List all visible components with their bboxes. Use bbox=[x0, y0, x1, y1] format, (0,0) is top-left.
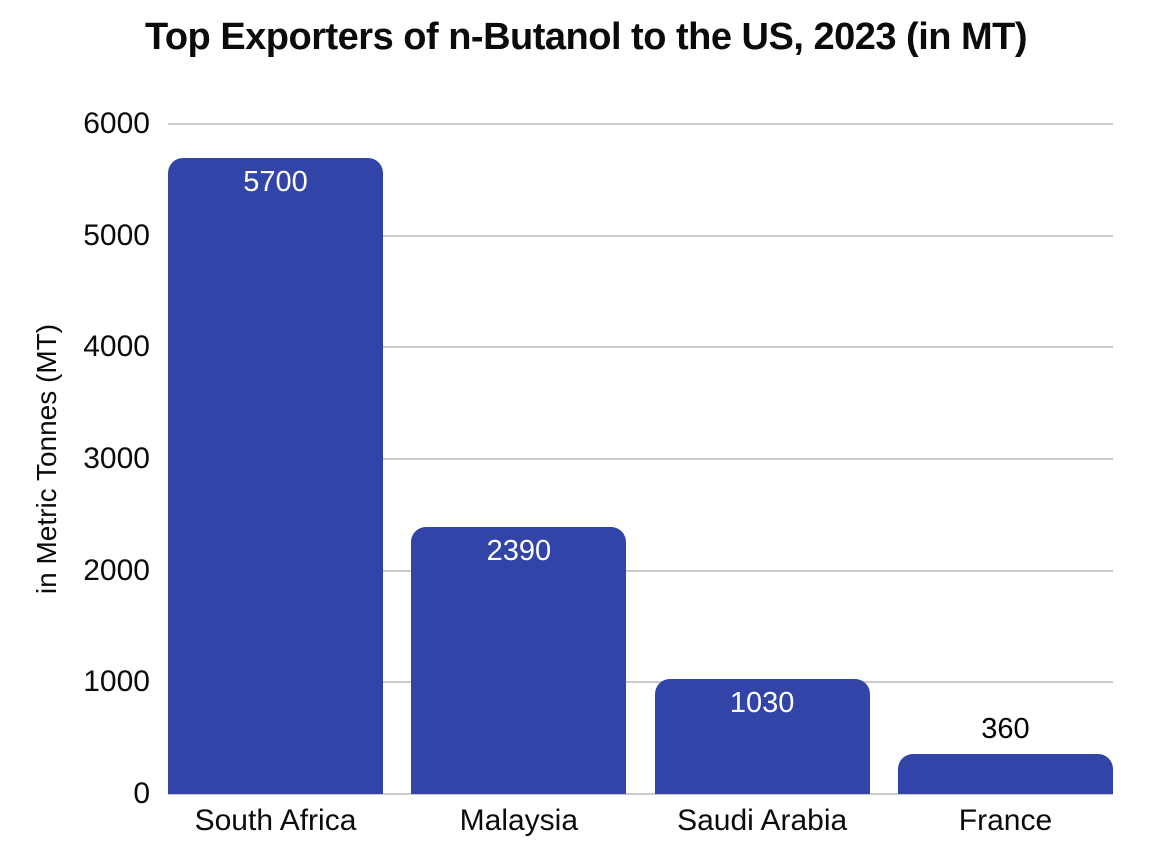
x-axis-label-south-africa: South Africa bbox=[194, 804, 357, 837]
gridline-2000 bbox=[168, 569, 1113, 572]
bar-value-label: 2390 bbox=[486, 535, 552, 568]
x-axis-label-saudi-arabia: Saudi Arabia bbox=[677, 804, 848, 837]
bars-container: 5700 2390 1030 360 bbox=[168, 124, 1113, 794]
bar-south-africa: 5700 bbox=[168, 157, 383, 794]
plot-area: 5700 2390 1030 360 bbox=[168, 123, 1113, 795]
x-axis-label-malaysia: Malaysia bbox=[459, 804, 579, 837]
x-axis-labels: South Africa Malaysia Saudi Arabia France bbox=[168, 804, 1113, 838]
bar-malaysia: 2390 bbox=[411, 527, 627, 794]
bar-france: 360 bbox=[897, 713, 1113, 794]
bar-value-label: 360 bbox=[981, 712, 1030, 745]
y-tick-label-3000: 3000 bbox=[83, 442, 150, 475]
gridline-3000 bbox=[168, 458, 1113, 460]
y-axis-tick-labels: 0 1000 2000 3000 4000 5000 6000 bbox=[0, 109, 150, 809]
gridline-4000 bbox=[168, 346, 1113, 349]
x-axis-label-france: France bbox=[958, 804, 1053, 837]
y-tick-label-5000: 5000 bbox=[83, 218, 150, 252]
bar-value-label: 5700 bbox=[243, 165, 308, 198]
bar-value-label: 1030 bbox=[729, 686, 795, 719]
gridline-1000 bbox=[168, 681, 1113, 684]
y-tick-label-1000: 1000 bbox=[83, 665, 150, 699]
y-tick-label-6000: 6000 bbox=[83, 107, 150, 140]
chart-title: Top Exporters of n-Butanol to the US, 20… bbox=[144, 16, 1028, 58]
gridline-6000 bbox=[168, 123, 1113, 125]
y-tick-label-2000: 2000 bbox=[83, 553, 150, 587]
y-tick-label-0: 0 bbox=[133, 777, 150, 810]
y-tick-label-4000: 4000 bbox=[83, 330, 150, 364]
bar-saudi-arabia: 1030 bbox=[654, 678, 870, 794]
gridline-0 bbox=[168, 793, 1113, 795]
gridline-5000 bbox=[168, 234, 1113, 237]
